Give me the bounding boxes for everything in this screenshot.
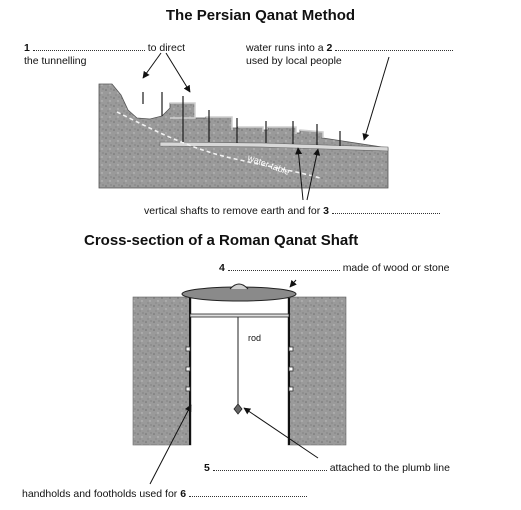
label-3-text: vertical shafts to remove earth and for [144,205,321,217]
label-5-number: 5 [204,462,210,474]
shaft-left-wall [132,296,192,446]
qanat-tunnel [159,141,389,152]
label-4-text: made of wood or stone [342,262,450,274]
label-1-text-b: the tunnelling [24,55,87,67]
rod-label: rod [248,333,262,343]
diagram1-arrows [142,52,390,201]
label-1: 1 to direct [24,42,185,54]
handholds [185,346,294,392]
label-2-text-a: water runs into a [246,42,324,54]
plumb-bob [233,403,243,415]
label-1-text-a: to direct [147,42,186,54]
vertical-shafts [142,92,341,146]
answer-blank-6[interactable] [188,488,307,497]
label-2-text-b: used by local people [246,55,342,67]
label-3: vertical shafts to remove earth and for … [144,205,440,217]
water-table-line [116,111,321,179]
rod [189,313,290,318]
label-2: water runs into a 2 [246,42,454,54]
persian-qanat-diagram: water table [98,52,390,201]
answer-blank-5[interactable] [212,462,327,471]
persian-qanat-title: The Persian Qanat Method [165,7,356,24]
label-2-number: 2 [326,42,333,54]
shaft-right-wall [287,296,347,446]
cover-handle [229,283,249,290]
diagram2-arrows [149,279,319,485]
label-4-number: 4 [219,262,225,274]
label-6-text: handholds and footholds used for [22,488,178,500]
label-3-number: 3 [323,205,330,217]
earth-cross-section [98,83,389,189]
answer-blank-1[interactable] [32,42,145,51]
shaft-cover [181,286,297,302]
label-6-number: 6 [180,488,187,500]
answer-blank-4[interactable] [227,262,340,271]
answer-blank-3[interactable] [331,205,440,214]
label-1-number: 1 [24,42,30,54]
label-5-text: attached to the plumb line [329,462,450,474]
label-4: 4 made of wood or stone [219,262,450,274]
label-5: 5 attached to the plumb line [204,462,450,474]
answer-blank-2[interactable] [335,42,454,51]
label-6: handholds and footholds used for 6 [22,488,307,500]
roman-qanat-title: Cross-section of a Roman Qanat Shaft [84,232,359,249]
roman-qanat-diagram [132,279,347,485]
